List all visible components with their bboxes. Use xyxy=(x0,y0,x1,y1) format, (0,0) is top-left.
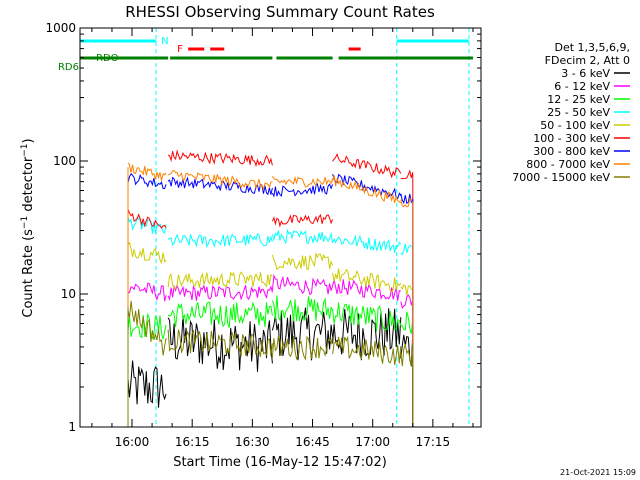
x-tick-label-1: 16:15 xyxy=(175,435,210,449)
legend-label-5: 100 - 300 keV xyxy=(533,132,610,145)
series-line-100-300-kev-seg3 xyxy=(332,153,402,179)
series-line-7000-15000-kev-seg1 xyxy=(167,329,273,357)
series-line-800-7000-kev-seg2 xyxy=(272,175,334,188)
legend-label-7: 800 - 7000 keV xyxy=(526,158,610,171)
series-line-12-25-kev-seg0 xyxy=(127,312,167,340)
series-line-12-25-kev-seg2 xyxy=(271,295,334,322)
series-line-25-50-kev-seg4 xyxy=(400,243,413,256)
series-line-6-12-kev-seg0 xyxy=(127,282,167,302)
y-axis-label: Count Rate (s−1 detector−1) xyxy=(20,138,36,317)
series-line-800-7000-kev-seg0 xyxy=(127,162,167,181)
series-line-100-300-kev-seg0 xyxy=(127,209,167,229)
legend-label-4: 50 - 100 keV xyxy=(540,119,610,132)
legend-header-line-1: Det 1,3,5,6,9, xyxy=(554,41,630,54)
series-line-3-6-kev-seg2 xyxy=(271,307,334,361)
flare-flag-label: F xyxy=(177,44,183,55)
night-flag-label: N xyxy=(161,36,168,47)
x-tick-label-4: 17:00 xyxy=(355,435,390,449)
series-line-25-50-kev-seg1 xyxy=(167,233,273,249)
timestamp: 21-Oct-2021 15:09 xyxy=(560,468,636,477)
series-line-800-7000-kev-seg3 xyxy=(332,175,402,204)
axes: 16:00 16:15 16:30 16:45 17:00 17:15 1 10 100 1000 xyxy=(45,21,481,449)
series-line-50-100-kev-seg4 xyxy=(400,284,413,296)
series-line-100-300-kev-seg1 xyxy=(167,149,273,168)
legend-label-8: 7000 - 15000 keV xyxy=(512,171,610,184)
series-line-25-50-kev-seg0 xyxy=(127,216,167,234)
series-line-50-100-kev-seg3 xyxy=(332,268,402,293)
series-line-7000-15000-kev-seg2 xyxy=(271,335,334,361)
y-tick-label-3: 1000 xyxy=(45,21,76,35)
series-line-7000-15000-kev-seg0 xyxy=(127,300,167,356)
y-tick-label-2: 100 xyxy=(53,154,76,168)
series-line-800-7000-kev-seg4 xyxy=(400,197,414,208)
series-line-300-800-kev-seg1 xyxy=(167,176,273,196)
x-tick-label-0: 16:00 xyxy=(115,435,150,449)
series-line-300-800-kev-seg0 xyxy=(127,172,167,190)
series-line-50-100-kev-seg2 xyxy=(271,251,334,271)
series-line-100-300-kev-seg2 xyxy=(271,213,334,228)
plot-frame xyxy=(79,27,482,428)
series-line-3-6-kev-seg0 xyxy=(127,360,167,408)
series-line-6-12-kev-seg3 xyxy=(332,279,401,301)
series-line-100-300-kev-seg4 xyxy=(400,169,414,180)
series-line-12-25-kev-seg1 xyxy=(167,301,273,328)
series-line-6-12-kev-seg1 xyxy=(167,284,273,302)
series-line-300-800-kev-seg2 xyxy=(271,183,334,198)
y-tick-label-0: 1 xyxy=(68,420,76,434)
saa-flag-label: RDO xyxy=(96,53,119,64)
series-line-50-100-kev-seg0 xyxy=(127,241,167,265)
series-line-25-50-kev-seg2 xyxy=(271,228,334,245)
series-line-12-25-kev-seg3 xyxy=(332,302,402,332)
legend-label-3: 25 - 50 keV xyxy=(547,106,610,119)
legend-label-1: 6 - 12 keV xyxy=(554,80,610,93)
legend-label-0: 3 - 6 keV xyxy=(561,67,610,80)
series-line-50-100-kev-seg1 xyxy=(167,271,273,290)
series-line-7000-15000-kev-seg4 xyxy=(400,343,414,367)
series-line-7000-15000-kev-seg3 xyxy=(332,335,402,365)
series-line-3-6-kev-seg1 xyxy=(167,315,273,372)
series-line-25-50-kev-seg3 xyxy=(332,234,402,253)
x-tick-label-3: 16:45 xyxy=(295,435,330,449)
legend-header-line-2: FDecim 2, Att 0 xyxy=(545,54,630,67)
decim-flag-label: RD6 xyxy=(58,62,79,73)
chart-title: RHESSI Observing Summary Count Rates xyxy=(125,3,435,21)
legend-label-2: 12 - 25 keV xyxy=(547,93,610,106)
series-line-6-12-kev-seg2 xyxy=(271,273,334,296)
series-line-12-25-kev-seg4 xyxy=(400,311,414,334)
legend-label-6: 300 - 800 keV xyxy=(533,145,610,158)
x-axis-label: Start Time (16-May-12 15:47:02) xyxy=(173,455,387,470)
observing-flags: NF RDO RD6 xyxy=(58,36,473,73)
plot-area xyxy=(127,28,470,427)
x-tick-label-5: 17:15 xyxy=(416,435,451,449)
series-line-3-6-kev-seg3 xyxy=(332,308,402,361)
series-line-6-12-kev-seg4 xyxy=(400,294,414,310)
series-line-800-7000-kev-seg1 xyxy=(167,169,273,192)
y-tick-label-1: 10 xyxy=(61,287,76,301)
legend: Det 1,3,5,6,9, FDecim 2, Att 0 3 - 6 keV… xyxy=(512,41,630,184)
x-tick-label-2: 16:30 xyxy=(235,435,270,449)
